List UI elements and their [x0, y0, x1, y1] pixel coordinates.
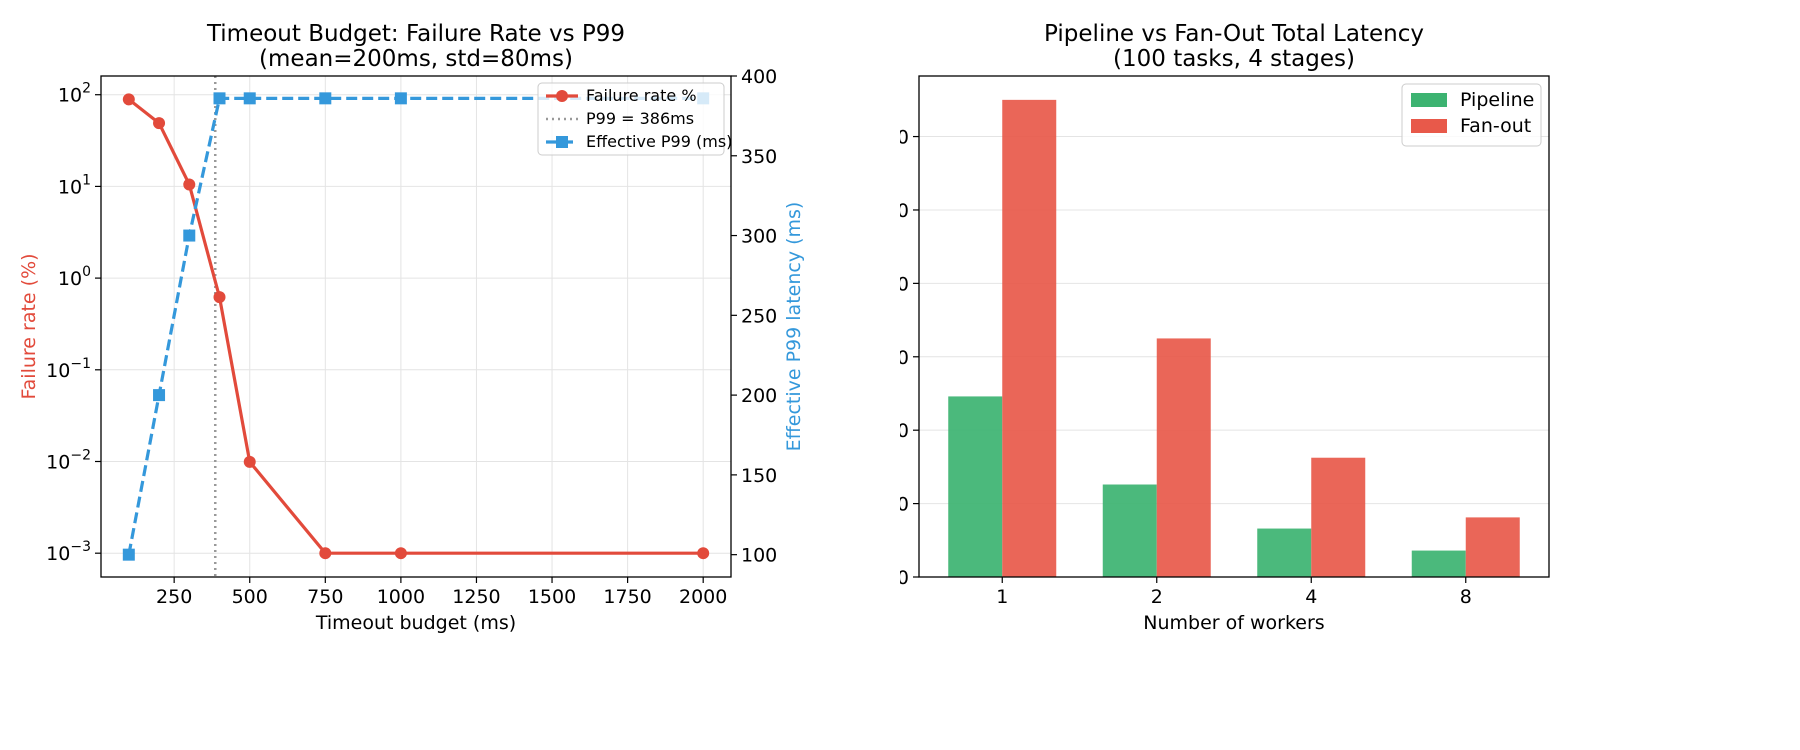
- y-right-tick-label: 400: [741, 66, 777, 88]
- y-left-tick-label: 10−2: [46, 447, 91, 473]
- x-tick-label: 1000: [377, 586, 425, 608]
- y-right-tick-label: 300: [741, 226, 777, 248]
- effective-p99-point: [394, 92, 407, 105]
- x-tick-label: 750: [307, 586, 343, 608]
- y-tick-label: 30000: [900, 127, 909, 149]
- legend-label-fanout: Fan-out: [1460, 115, 1531, 137]
- plot-frame: [100, 75, 732, 578]
- legend-marker-failure: [556, 90, 568, 102]
- x-tick-label: 1: [996, 586, 1008, 608]
- effective-p99-point: [319, 92, 332, 105]
- bar-chart-pipeline-vs-fanout: 1 2 4 8 0 5000 10000 15000 20000 25000 30000 Pipeli…: [900, 21, 1550, 634]
- effective-p99-point: [213, 92, 226, 105]
- x-tick-label: 2: [1151, 586, 1163, 608]
- effective-p99-point: [122, 548, 135, 561]
- effective-p99-point: [243, 92, 256, 105]
- plot-frame: [918, 75, 1550, 578]
- failure-rate-point: [319, 547, 332, 560]
- x-axis-label: Timeout budget (ms): [315, 612, 516, 634]
- y-left-axis-label: Failure rate (%): [18, 253, 40, 399]
- failure-rate-point: [153, 117, 166, 130]
- chart-subtitle: (mean=200ms, std=80ms): [259, 46, 573, 72]
- y-left-tick-exponent: 0: [82, 264, 91, 280]
- y-right-tick-label: 250: [741, 305, 777, 327]
- y-left-tick-exponent: 1: [82, 172, 91, 188]
- y-left-tick-base: 10: [58, 176, 82, 198]
- failure-rate-point: [697, 547, 710, 560]
- y-left-tick-base: 10: [46, 451, 70, 473]
- x-axis-label: Number of workers: [1143, 612, 1324, 634]
- pipeline-bar: [1411, 550, 1466, 577]
- fanout-bar: [1311, 457, 1366, 577]
- y-left-tick-base: 10: [58, 268, 82, 290]
- y-left-tick-exponent: −2: [70, 447, 91, 463]
- legend-swatch-pipeline: [1411, 93, 1447, 107]
- y-left-tick-label: 100: [58, 264, 91, 290]
- failure-rate-point: [394, 547, 407, 560]
- x-tick-label: 1250: [452, 586, 500, 608]
- legend-swatch-fanout: [1411, 119, 1447, 133]
- chart-title: Timeout Budget: Failure Rate vs P99: [206, 21, 625, 47]
- legend: Pipeline Fan-out: [1401, 83, 1542, 147]
- fanout-bar: [1465, 517, 1520, 577]
- effective-p99-line: [127, 96, 704, 555]
- legend-label-pipeline: Pipeline: [1460, 89, 1534, 111]
- y-tick-label: 5000: [900, 494, 909, 516]
- chart-subtitle: (100 tasks, 4 stages): [1113, 46, 1355, 72]
- x-tick-label: 4: [1305, 586, 1317, 608]
- y-right-tick-label: 100: [741, 545, 777, 567]
- y-tick-label: 10000: [900, 420, 909, 442]
- failure-rate-point: [243, 455, 256, 468]
- y-tick-label: 20000: [900, 273, 909, 295]
- legend-label-p99: Effective P99 (ms): [586, 132, 732, 151]
- failure-rate-point: [213, 291, 226, 304]
- y-left-tick-base: 10: [58, 85, 82, 107]
- x-tick-label: 500: [232, 586, 268, 608]
- pipeline-bar: [1102, 484, 1157, 577]
- y-right-tick-label: 150: [741, 465, 777, 487]
- fanout-bar: [1002, 99, 1057, 577]
- y-tick-label: 15000: [900, 347, 909, 369]
- y-left-tick-label: 10−1: [46, 356, 91, 382]
- y-left-tick-label: 101: [58, 172, 91, 198]
- chart-title: Pipeline vs Fan-Out Total Latency: [1044, 21, 1424, 47]
- x-tick-label: 8: [1460, 586, 1472, 608]
- y-left-tick-exponent: −1: [70, 356, 91, 372]
- effective-p99-point: [153, 389, 166, 402]
- y-right-tick-label: 200: [741, 385, 777, 407]
- legend-label-failure: Failure rate %: [586, 86, 697, 105]
- pipeline-bar: [948, 396, 1003, 577]
- failure-rate-point: [122, 93, 135, 106]
- x-tick-label: 1750: [603, 586, 651, 608]
- y-left-tick-label: 102: [58, 81, 91, 107]
- y-left-tick-exponent: −3: [70, 539, 91, 555]
- pipeline-bar: [1257, 528, 1312, 577]
- x-tick-label: 1500: [528, 586, 576, 608]
- y-tick-label: 25000: [900, 200, 909, 222]
- legend-box: [537, 82, 725, 156]
- failure-rate-point: [183, 178, 196, 191]
- y-left-tick-base: 10: [46, 543, 70, 565]
- legend-label-threshold: P99 = 386ms: [586, 109, 694, 128]
- x-tick-label: 2000: [679, 586, 727, 608]
- y-left-tick-exponent: 2: [82, 81, 91, 97]
- fanout-bar: [1156, 338, 1211, 577]
- y-left-tick-base: 10: [46, 360, 70, 382]
- line-chart-timeout-budget: 250 500 750 1000 1250 1500 1750 200010−310−210−…: [18, 21, 805, 634]
- effective-p99-point: [183, 229, 196, 242]
- y-right-tick-label: 350: [741, 146, 777, 168]
- y-left-tick-label: 10−3: [46, 539, 91, 565]
- x-tick-label: 250: [156, 586, 192, 608]
- failure-rate-line: [127, 98, 704, 555]
- y-right-axis-label: Effective P99 latency (ms): [783, 202, 805, 452]
- legend: Failure rate % P99 = 386ms Effective P99 (…: [537, 82, 732, 156]
- legend-marker-p99: [556, 136, 568, 148]
- y-tick-label: 0: [900, 567, 909, 589]
